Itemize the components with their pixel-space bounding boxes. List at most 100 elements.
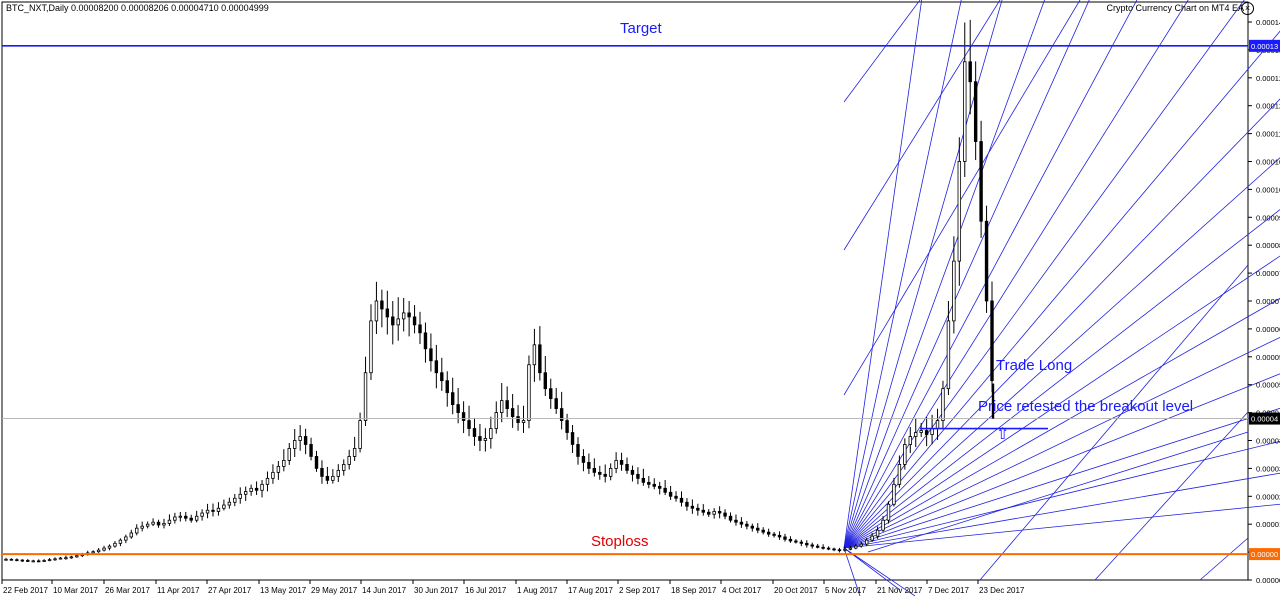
fan-line	[843, 336, 1280, 549]
candle-body	[456, 404, 460, 413]
candle-body	[559, 408, 564, 421]
candle-body	[897, 463, 902, 485]
fan-line	[843, 440, 1280, 549]
x-tick-label: 22 Feb 2017	[3, 586, 48, 595]
candle-body	[881, 519, 885, 531]
candle-body	[423, 332, 428, 350]
candle-body	[854, 545, 858, 549]
candle-body	[243, 491, 248, 495]
candle-body	[249, 487, 253, 492]
x-tick-label: 5 Nov 2017	[825, 586, 866, 595]
candle-body	[543, 372, 548, 390]
candle-body	[832, 548, 836, 551]
fan-line	[979, 264, 1249, 581]
candle-body	[777, 534, 782, 538]
y-tick-label: 0.00003	[1256, 437, 1280, 446]
candle-body	[358, 420, 362, 449]
candle-body	[870, 535, 874, 541]
candle-body	[581, 456, 586, 463]
candle-body	[761, 529, 765, 533]
up-arrow-icon: ⇧	[996, 426, 1010, 443]
candle-body	[434, 360, 439, 374]
y-tick-label: 0.00005	[1256, 381, 1280, 390]
fan-line	[843, 0, 923, 549]
candle-body	[342, 463, 346, 471]
trade-long-label: Trade Long	[996, 357, 1073, 374]
fan-line	[843, 30, 1280, 549]
levels	[2, 45, 1248, 556]
candle-body	[336, 469, 340, 477]
candle-body	[734, 519, 738, 523]
y-tick-label: 0.00001	[1256, 520, 1280, 529]
candle-body	[385, 308, 390, 318]
candle-body	[96, 549, 101, 553]
candle-body	[26, 560, 30, 562]
candle-body	[129, 532, 133, 538]
candle-body	[167, 519, 172, 524]
candle-body	[53, 558, 57, 561]
candle-body	[930, 428, 934, 435]
candle-body	[608, 467, 613, 477]
candle-body	[102, 547, 106, 551]
candle-body	[935, 420, 940, 429]
candle-body	[598, 471, 602, 475]
candle-body	[723, 512, 727, 517]
candle-body	[815, 545, 820, 548]
candle-body	[467, 420, 471, 429]
candle-body	[352, 448, 357, 457]
x-tick-label: 27 Apr 2017	[208, 586, 252, 595]
y-tick-label: 0.00011	[1256, 130, 1280, 139]
candle-body	[401, 312, 406, 320]
candle-body	[113, 542, 117, 547]
time-axis: 22 Feb 2017 10 Mar 2017 26 Mar 2017 11 Apr …	[1, 580, 1025, 595]
y-tick-label: 0.00000	[1256, 576, 1280, 585]
x-tick-label: 30 Jun 2017	[414, 586, 459, 595]
candle-body	[570, 432, 575, 445]
candle-body	[189, 517, 193, 521]
candle-body	[407, 312, 411, 318]
x-tick-label: 21 Nov 2017	[877, 586, 923, 595]
candle-body	[576, 444, 580, 457]
fan-line	[843, 0, 962, 549]
candle-body	[957, 161, 962, 262]
stoploss-price-tag-text: 0.00000	[1251, 550, 1278, 559]
candle-body	[892, 483, 896, 505]
candle-body	[614, 460, 618, 469]
candle-body	[483, 438, 488, 441]
candle-body	[162, 522, 166, 526]
candle-body	[287, 448, 291, 461]
candle-body	[178, 515, 183, 518]
candle-body	[309, 444, 313, 457]
candle-body	[331, 475, 335, 481]
close-icon[interactable]: ×	[1241, 2, 1254, 15]
candle-body	[658, 485, 662, 489]
x-tick-label: 23 Dec 2017	[979, 586, 1025, 595]
candle-body	[919, 430, 923, 433]
x-tick-label: 16 Jul 2017	[465, 586, 507, 595]
candle-body	[875, 529, 880, 537]
candle-body	[805, 542, 809, 546]
candle-body	[412, 316, 417, 326]
candle-body	[766, 531, 771, 535]
y-tick-label: 0.00008	[1256, 241, 1280, 250]
fan-line	[843, 0, 1045, 549]
fan-line	[843, 0, 921, 103]
candle-body	[587, 462, 591, 469]
candle-body	[685, 501, 689, 507]
candle-body	[118, 539, 123, 544]
fan-line	[843, 157, 1280, 549]
retest-label: Price retested the breakout level	[978, 398, 1194, 415]
candle-body	[549, 388, 553, 400]
candle-body	[968, 61, 972, 83]
candle-body	[696, 507, 700, 511]
y-tick-label: 0.00005	[1256, 353, 1280, 362]
y-tick-label: 0.00006	[1256, 325, 1280, 334]
fan-line	[843, 98, 1280, 549]
candle-body	[276, 465, 281, 473]
gann-fan	[843, 0, 1280, 596]
stoploss-price-tag	[1249, 548, 1280, 561]
candle-body	[505, 400, 509, 409]
